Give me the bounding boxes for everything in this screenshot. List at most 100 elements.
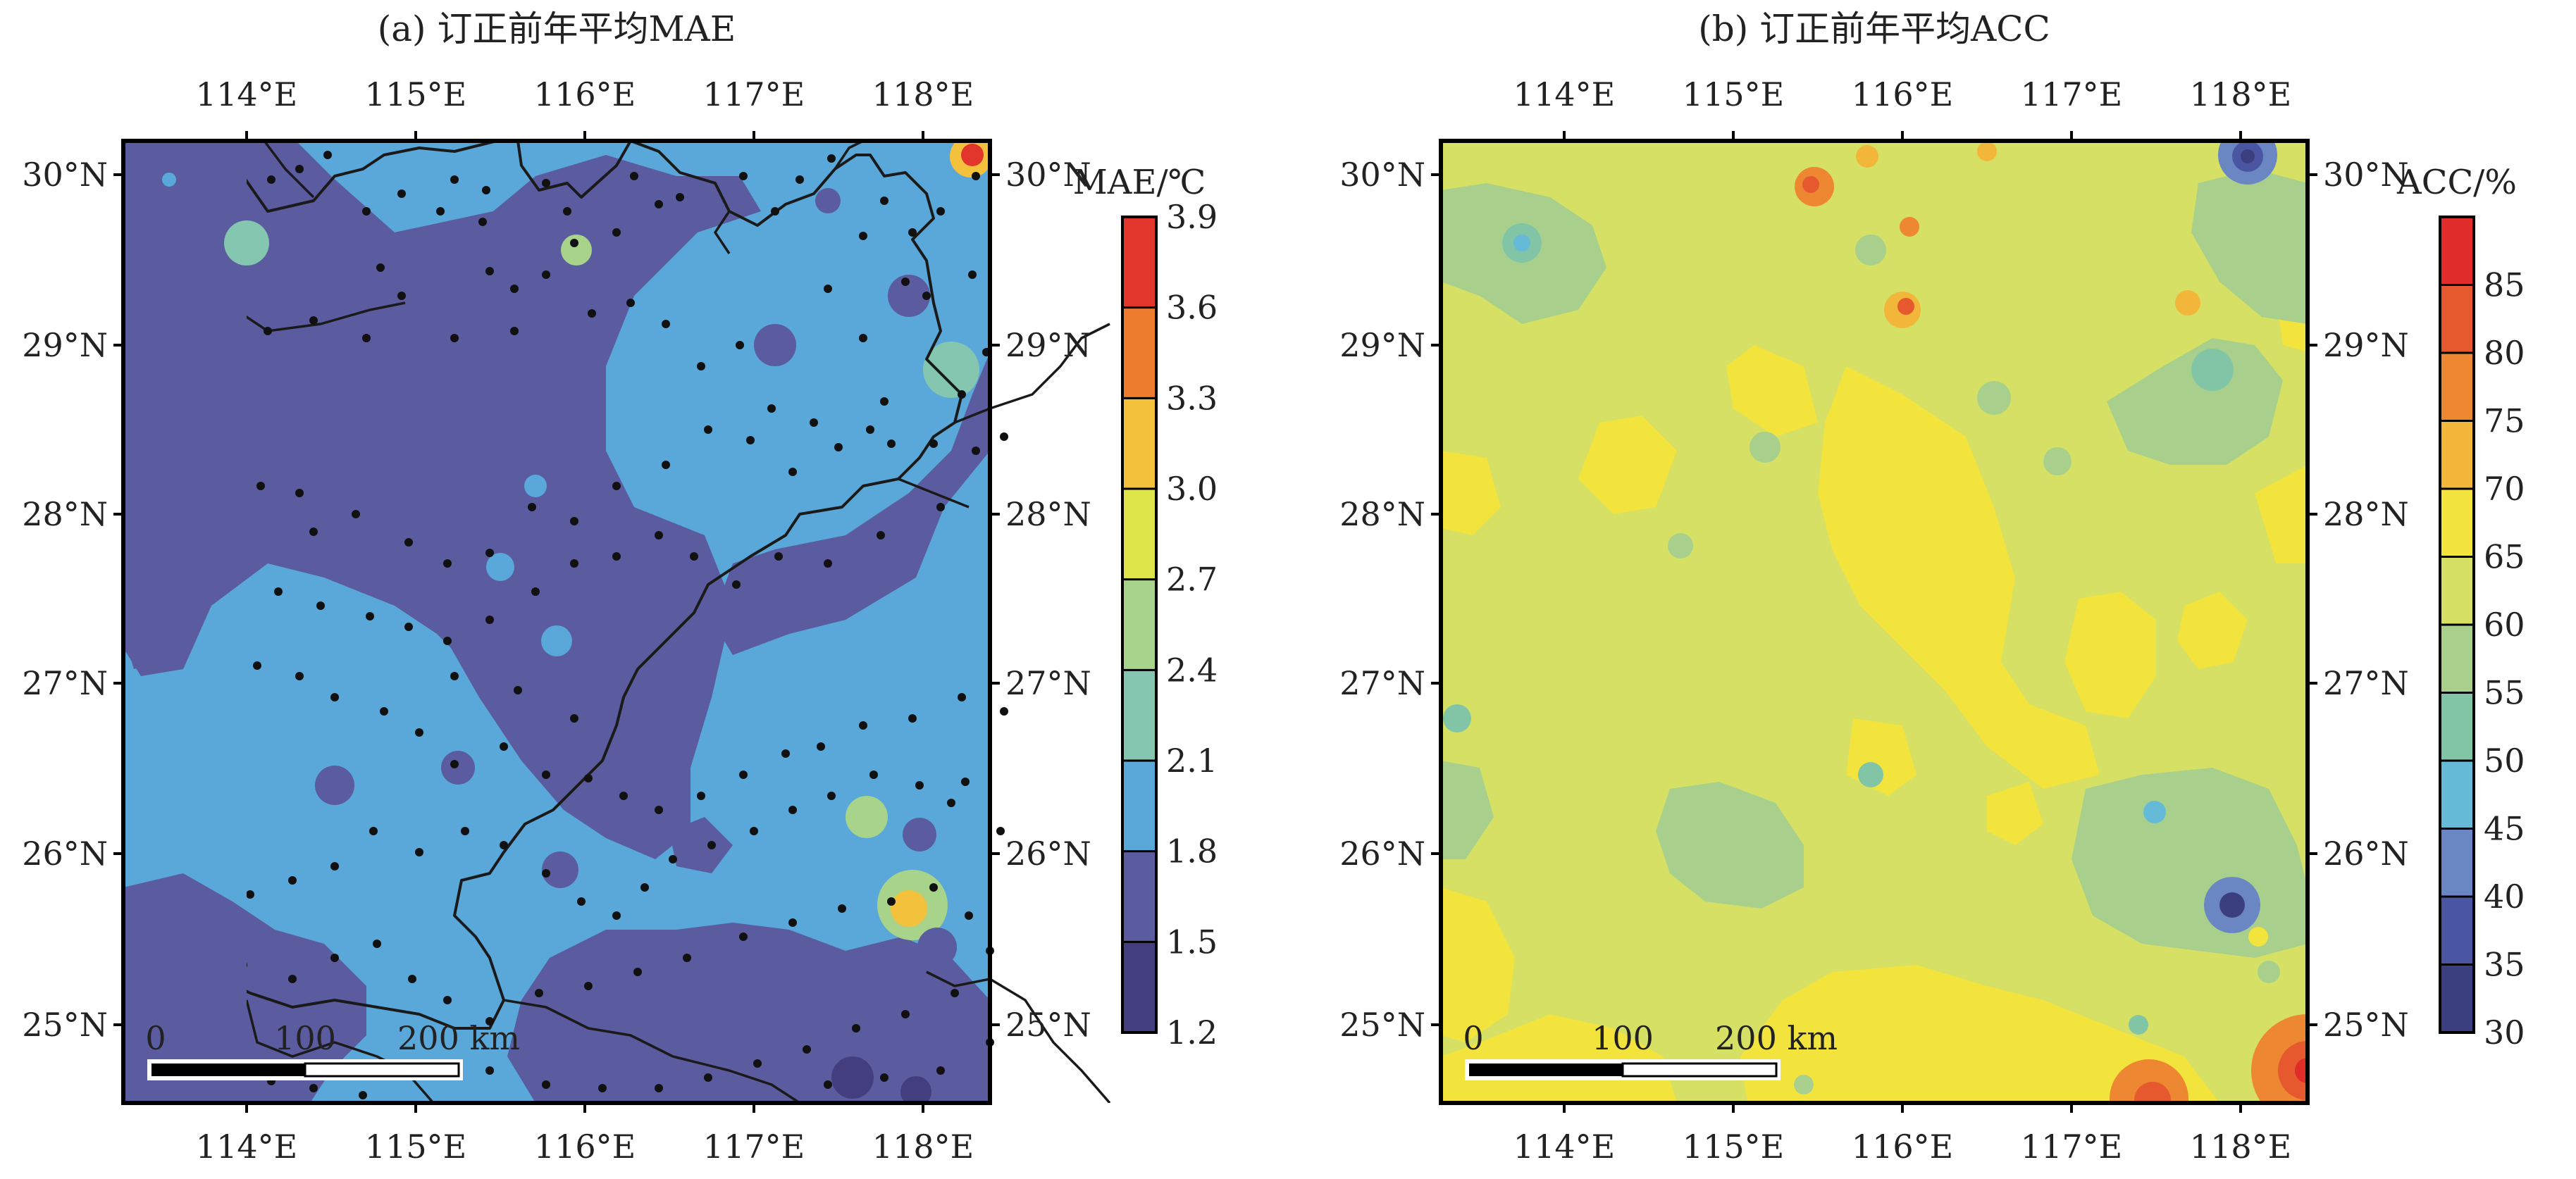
lat-tick-label-left: 26°N [22,835,108,873]
lat-tick-label-left: 25°N [1339,1006,1425,1044]
panel-a-axes: 114°E 114°E 115°E 115°E 116°E 116°E 117°E 117°E… [22,75,1091,1166]
station-marker [542,771,550,779]
colorbar-tick-label: 2.1 [1166,742,1218,780]
colorbar-swatch [1122,217,1156,308]
station-marker [584,774,593,782]
map-frame [1439,139,2310,1105]
lat-tick-label-right: 28°N [1005,495,1091,533]
station-marker [2317,707,2326,716]
station-marker [408,975,416,983]
lat-tick-label-left: 25°N [22,1006,108,1044]
colorbar-tick-label: 35 [2484,946,2525,984]
colorbar-tick-label: 65 [2484,538,2525,576]
lon-tick-label-bottom: 116°E [534,1128,636,1166]
panel-b-title: (b) 订正前年平均ACC [1698,8,2050,49]
panel-b-axes: 114°E 114°E 115°E 115°E 116°E 116°E 117°E 117°E… [1339,75,2409,1166]
colorbar-title: MAE/℃ [1073,163,1206,202]
station-marker [859,334,867,342]
station-marker [781,749,790,758]
colorbar-tick-label: 70 [2484,470,2525,508]
scale-bar-label: 100 [274,1019,336,1057]
station-marker [795,175,804,184]
station-marker [683,954,691,962]
station-marker [965,911,973,920]
colorbar-swatch [2440,761,2474,829]
colorbar-tick-label: 2.4 [1166,651,1218,689]
station-marker [655,200,663,208]
station-marker [485,549,494,557]
station-marker [869,771,878,779]
station-marker [482,186,490,194]
station-marker [739,932,748,941]
colorbar-swatch [1122,670,1156,761]
station-marker [478,218,487,226]
neighbor-boundary [263,141,315,199]
lat-tick-label-right: 26°N [2323,835,2409,873]
lon-tick-label-top: 118°E [872,75,974,113]
colorbar-title: ACC/% [2396,163,2517,202]
colorbar-swatch [1122,942,1156,1033]
lon-tick-label-bottom: 117°E [703,1128,805,1166]
colorbar-tick-label: 3.6 [1166,289,1218,327]
station-marker [612,482,621,490]
station-marker [570,517,578,525]
lat-tick-label-left: 28°N [1339,495,1425,533]
station-marker [739,172,748,180]
station-marker [908,228,917,237]
lon-tick-label-bottom: 115°E [1683,1128,1784,1166]
station-marker [461,827,469,835]
station-marker [309,316,318,325]
station-marker [824,559,832,568]
station-marker [362,207,371,216]
station-marker [922,292,931,300]
station-marker [788,806,797,814]
panel-a-colorbar: MAE/℃ 1.2 1.5 1.8 2.1 2.4 2.7 3.0 3.3 3.6 3.9 [1073,163,1218,1052]
station-marker [362,334,371,342]
panel-b-colorbar: ACC/% 30 35 40 45 50 55 60 65 70 75 80 85 [2396,163,2525,1052]
station-marker [2314,827,2322,835]
station-marker [450,334,459,342]
station-marker [450,760,459,768]
scale-bar-label: 100 [1592,1019,1654,1057]
station-marker [612,552,621,561]
station-marker [443,996,452,1004]
station-marker [316,601,325,610]
station-marker [295,165,304,173]
station-marker [838,904,846,913]
station-marker [880,1073,888,1082]
station-marker [803,1045,811,1054]
lat-tick-label-right: 28°N [2323,495,2409,533]
panel-a: (a) 订正前年平均MAE [123,8,990,1103]
station-marker [950,989,959,997]
station-marker [877,531,885,539]
station-marker [817,742,825,751]
station-marker [972,172,980,180]
station-marker [697,362,705,370]
station-marker [771,207,779,216]
station-marker [947,799,955,807]
station-marker [750,827,758,835]
station-marker [707,841,716,849]
station-marker [633,968,642,976]
province-boundary [247,141,963,1030]
station-marker [996,827,1005,835]
station-marker [584,982,593,990]
colorbar-tick-label: 40 [2484,878,2525,916]
station-marker [295,672,304,680]
station-marker [2317,432,2326,441]
station-marker [887,439,896,448]
station-marker [929,439,938,448]
station-marker [824,1080,832,1089]
station-marker [443,559,452,568]
colorbar-swatch [1122,851,1156,942]
colorbar-swatch [1122,761,1156,852]
station-marker [1000,707,1008,716]
station-marker [736,341,744,349]
station-marker [380,707,388,716]
station-marker [732,580,741,589]
colorbar-tick-label: 3.9 [1166,198,1218,236]
station-marker [929,883,938,892]
station-marker [295,489,304,497]
colorbar-swatch [2440,353,2474,421]
station-marker [542,179,550,187]
